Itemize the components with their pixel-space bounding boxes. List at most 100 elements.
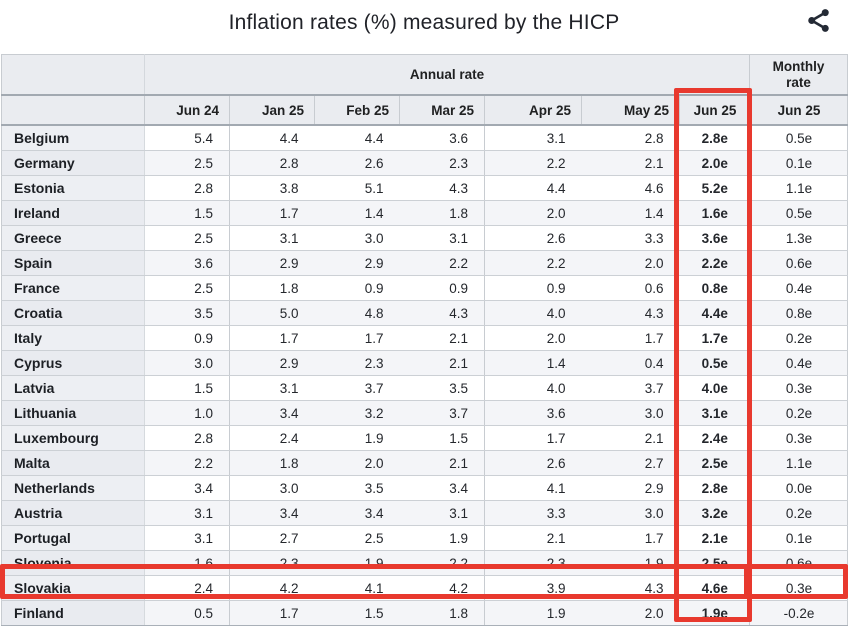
- value-cell: 4.1: [484, 475, 582, 501]
- country-cell: Latvia: [1, 375, 145, 401]
- value-cell: 1.7: [314, 325, 400, 351]
- value-cell: 1.1e: [749, 450, 848, 476]
- value-cell: 1.8: [399, 200, 485, 226]
- value-cell: 2.4e: [679, 425, 751, 451]
- value-cell: 3.5: [314, 475, 400, 501]
- value-cell: 3.1: [484, 125, 582, 151]
- value-cell: 2.1: [399, 450, 485, 476]
- country-cell: France: [1, 275, 145, 301]
- value-cell: 4.3: [581, 300, 680, 326]
- column-header: Feb 25: [314, 95, 400, 126]
- value-cell: 1.9: [314, 425, 400, 451]
- value-cell: 3.6e: [679, 225, 751, 251]
- column-header: Mar 25: [399, 95, 485, 126]
- value-cell: 4.6: [581, 175, 680, 201]
- value-cell: 3.0: [581, 400, 680, 426]
- inflation-table: Annual rate Monthly rate Jun 24 Jan 25 F…: [1, 54, 848, 626]
- value-cell: 2.0: [581, 250, 680, 276]
- value-cell: 3.0: [581, 500, 680, 526]
- country-cell: Italy: [1, 325, 145, 351]
- value-cell: 3.6: [484, 400, 582, 426]
- table-row: Estonia 2.8 3.8 5.1 4.3 4.4 4.6 5.2e 1.1e: [1, 175, 848, 201]
- value-cell: 3.4: [229, 500, 315, 526]
- column-header: Jan 25: [229, 95, 315, 126]
- value-cell: 2.5e: [679, 450, 751, 476]
- value-cell: 2.0: [484, 200, 582, 226]
- table-row: Malta 2.2 1.8 2.0 2.1 2.6 2.7 2.5e 1.1e: [1, 450, 848, 476]
- value-cell: 3.0: [229, 475, 315, 501]
- country-cell: Malta: [1, 450, 145, 476]
- table-row: Portugal 3.1 2.7 2.5 1.9 2.1 1.7 2.1e 0.1e: [1, 525, 848, 551]
- value-cell: 5.2e: [679, 175, 751, 201]
- value-cell: 1.9: [399, 525, 485, 551]
- value-cell: 4.0: [484, 375, 582, 401]
- value-cell: 1.7e: [679, 325, 751, 351]
- value-cell: 1.5: [314, 600, 400, 626]
- value-cell: 0.4e: [749, 350, 848, 376]
- value-cell: 1.9: [581, 550, 680, 576]
- page-title: Inflation rates (%) measured by the HICP: [228, 11, 620, 34]
- value-cell: 0.3e: [749, 425, 848, 451]
- value-cell: 1.9e: [679, 600, 751, 626]
- country-cell: Netherlands: [1, 475, 145, 501]
- value-cell: 2.3: [314, 350, 400, 376]
- value-cell: 2.9: [229, 350, 315, 376]
- value-cell: 3.5: [399, 375, 485, 401]
- column-header: May 25: [581, 95, 680, 126]
- table-row: Slovakia 2.4 4.2 4.1 4.2 3.9 4.3 4.6e 0.3e: [1, 575, 848, 601]
- value-cell: 2.8e: [679, 125, 751, 151]
- value-cell: 1.7: [229, 600, 315, 626]
- value-cell: 4.2: [229, 575, 315, 601]
- value-cell: 1.9: [484, 600, 582, 626]
- value-cell: 2.1: [399, 350, 485, 376]
- value-cell: 2.7: [229, 525, 315, 551]
- value-cell: 0.8e: [679, 275, 751, 301]
- value-cell: 0.2e: [749, 400, 848, 426]
- value-cell: 2.9: [229, 250, 315, 276]
- column-header: Jun 24: [144, 95, 230, 126]
- value-cell: 4.8: [314, 300, 400, 326]
- value-cell: 4.3: [581, 575, 680, 601]
- value-cell: 3.2: [314, 400, 400, 426]
- country-cell: Portugal: [1, 525, 145, 551]
- table-row: Germany 2.5 2.8 2.6 2.3 2.2 2.1 2.0e 0.1e: [1, 150, 848, 176]
- value-cell: -0.2e: [749, 600, 848, 626]
- value-cell: 4.3: [399, 300, 485, 326]
- value-cell: 1.4: [581, 200, 680, 226]
- value-cell: 2.9: [314, 250, 400, 276]
- value-cell: 2.2: [144, 450, 230, 476]
- value-cell: 4.4: [229, 125, 315, 151]
- value-cell: 2.7: [581, 450, 680, 476]
- country-cell: Spain: [1, 250, 145, 276]
- value-cell: 1.5: [399, 425, 485, 451]
- value-cell: 3.1: [144, 500, 230, 526]
- value-cell: 3.1: [229, 375, 315, 401]
- value-cell: 1.3e: [749, 225, 848, 251]
- value-cell: 2.8: [229, 150, 315, 176]
- value-cell: 0.9: [399, 275, 485, 301]
- value-cell: 2.3: [484, 550, 582, 576]
- value-cell: 2.1: [399, 325, 485, 351]
- value-cell: 0.6e: [749, 550, 848, 576]
- value-cell: 2.9: [581, 475, 680, 501]
- value-cell: 3.1: [144, 525, 230, 551]
- value-cell: 2.2e: [679, 250, 751, 276]
- share-icon[interactable]: [805, 7, 832, 34]
- value-cell: 0.3e: [749, 375, 848, 401]
- value-cell: 2.0: [484, 325, 582, 351]
- value-cell: 5.4: [144, 125, 230, 151]
- country-cell: Austria: [1, 500, 145, 526]
- value-cell: 0.4e: [749, 275, 848, 301]
- value-cell: 3.2e: [679, 500, 751, 526]
- value-cell: 2.8: [144, 175, 230, 201]
- value-cell: 3.1e: [679, 400, 751, 426]
- country-cell: Estonia: [1, 175, 145, 201]
- value-cell: 4.3: [399, 175, 485, 201]
- value-cell: 3.1: [399, 225, 485, 251]
- title-bar: Inflation rates (%) measured by the HICP: [0, 0, 848, 54]
- value-cell: 2.8e: [679, 475, 751, 501]
- country-cell: Finland: [1, 600, 145, 626]
- value-cell: 3.9: [484, 575, 582, 601]
- column-header-row: Jun 24 Jan 25 Feb 25 Mar 25 Apr 25 May 2…: [1, 95, 848, 126]
